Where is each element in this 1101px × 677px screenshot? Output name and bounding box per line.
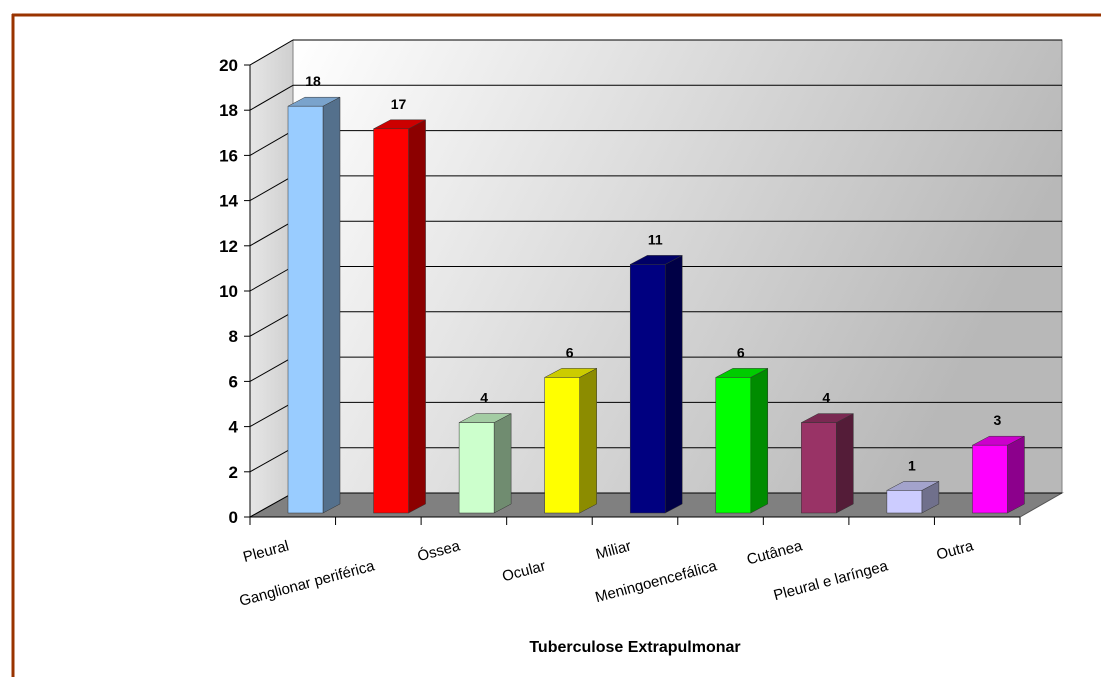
bar: [629, 264, 666, 514]
side-grid-line: [249, 175, 294, 202]
bar-side: [322, 96, 341, 514]
bar: [972, 444, 1008, 514]
data-label: 6: [737, 344, 745, 360]
x-axis-title: Tuberculose Extrapulmonar: [529, 639, 740, 656]
side-grid-line: [249, 356, 294, 382]
data-label: 17: [391, 96, 407, 112]
y-tick-label: 12: [219, 237, 238, 256]
data-label: 11: [648, 231, 663, 247]
bar-side: [579, 367, 597, 514]
data-label: 1: [908, 457, 916, 473]
side-grid-line: [249, 130, 294, 156]
side-grid-line: [249, 266, 294, 292]
y-tick-label: 18: [219, 101, 238, 120]
bar-side: [664, 254, 683, 514]
x-tick-label: Pleural e laríngea: [772, 557, 891, 604]
y-tick-label: 8: [229, 327, 238, 346]
data-label: 4: [480, 390, 488, 406]
side-grid-line: [249, 447, 294, 473]
x-tick-label: Miliar: [594, 537, 633, 563]
bar: [458, 422, 495, 514]
x-tick-label: Outra: [935, 537, 976, 563]
y-tick-label: 16: [219, 146, 238, 165]
bar-side: [750, 367, 769, 514]
x-tick-label: Pleural: [241, 537, 291, 566]
side-grid-line: [249, 492, 294, 518]
side-grid-line: [249, 84, 294, 111]
x-tick-label: Cutânea: [745, 537, 805, 568]
bar: [715, 377, 752, 514]
side-grid-line: [249, 220, 294, 247]
bar-side: [1007, 435, 1025, 514]
data-label: 4: [822, 390, 830, 406]
bar-side: [493, 413, 512, 514]
data-label: 6: [566, 344, 574, 360]
side-grid-line: [249, 401, 294, 428]
x-tick-label: Ganglionar periférica: [237, 557, 377, 610]
x-tick-label: Ocular: [500, 557, 547, 585]
y-tick-label: 0: [229, 508, 238, 527]
y-tick-label: 6: [229, 372, 238, 391]
y-tick-label: 4: [229, 418, 239, 437]
side-grid-line: [249, 39, 294, 66]
x-tick-label: Óssea: [416, 537, 463, 565]
x-tick-label: Meningoencefálica: [593, 557, 719, 606]
bar: [287, 105, 324, 514]
data-label: 18: [305, 73, 321, 89]
bar-side: [408, 119, 426, 514]
side-grid-line: [249, 311, 294, 337]
bar-side: [836, 413, 854, 514]
y-tick-label: 14: [219, 192, 238, 211]
bar: [544, 377, 580, 514]
bar: [373, 128, 409, 514]
y-tick-label: 2: [229, 463, 238, 482]
data-label: 3: [994, 412, 1002, 428]
y-tick-label: 10: [219, 282, 238, 301]
bar: [886, 490, 923, 514]
y-tick-label: 20: [219, 56, 238, 75]
bar: [801, 422, 837, 514]
